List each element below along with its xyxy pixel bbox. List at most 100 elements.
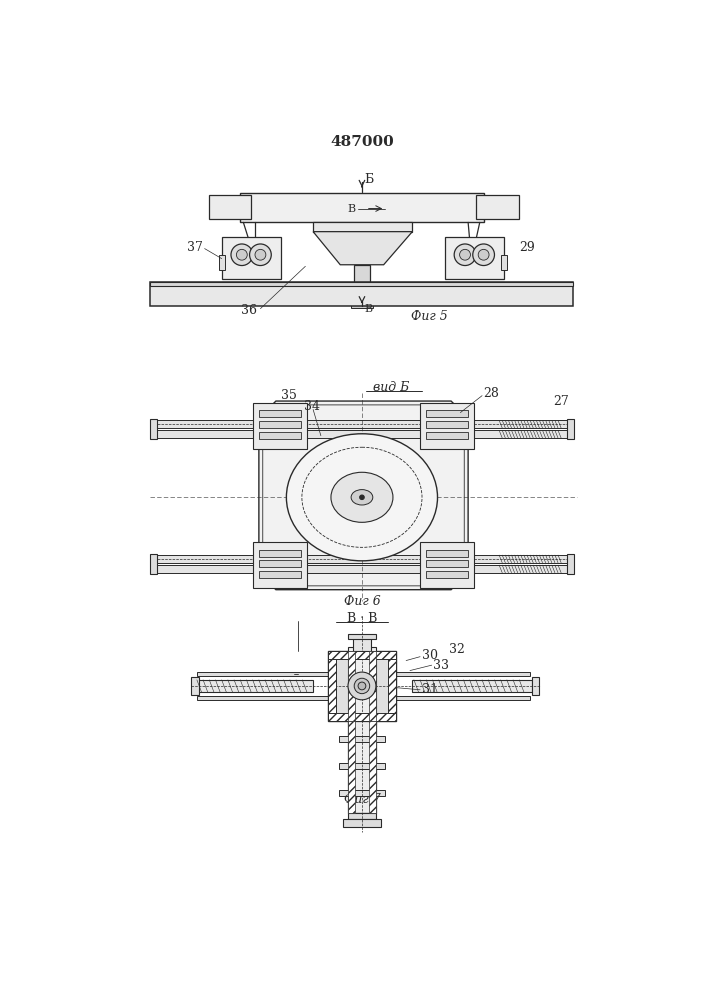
Text: В: В [348,204,356,214]
Bar [328,713,396,721]
Bar [351,303,373,308]
Ellipse shape [286,434,438,561]
Bar [197,672,530,676]
Circle shape [236,249,247,260]
Text: 30: 30 [421,649,438,662]
Bar [240,193,484,222]
Text: 29: 29 [519,241,535,254]
Bar [151,430,574,438]
Bar [412,680,532,692]
Bar [426,410,468,417]
Bar [313,222,412,232]
Bar [151,565,574,573]
Bar [328,651,396,721]
Bar [426,421,468,428]
Bar [501,255,507,270]
Polygon shape [259,401,468,590]
Text: Фиг 6: Фиг 6 [344,595,380,608]
Bar [151,420,574,428]
Text: 28: 28 [484,387,500,400]
Bar [259,410,300,417]
Bar [259,571,300,578]
Circle shape [460,249,470,260]
Bar [354,265,370,288]
Bar [369,651,376,721]
Ellipse shape [331,472,393,522]
Bar [348,813,376,819]
Bar [420,542,474,588]
Bar [339,736,385,742]
Text: 34: 34 [304,400,320,413]
Bar [426,560,468,567]
Text: В: В [364,304,373,314]
Bar [388,659,396,713]
Bar [192,677,199,695]
Bar [259,432,300,439]
Bar [328,659,336,713]
Bar [197,696,530,700]
Circle shape [255,249,266,260]
Bar [426,432,468,439]
Bar [567,554,574,574]
Bar [348,721,355,813]
Bar [357,288,367,303]
Bar [151,282,573,286]
Bar [344,819,380,827]
Circle shape [478,249,489,260]
Bar [193,680,313,692]
Bar [339,763,385,769]
Text: 487000: 487000 [330,135,394,149]
Bar [308,486,317,497]
Text: 31: 31 [421,683,438,696]
Bar [420,403,474,449]
Bar [328,651,396,659]
Bar [218,255,225,270]
Text: Фиг 5: Фиг 5 [411,310,448,323]
Text: Б: Б [364,173,373,186]
Bar [445,237,504,279]
Text: вид Б: вид Б [373,381,409,394]
Text: 36: 36 [241,304,257,317]
Text: Фиг 7: Фиг 7 [344,793,380,806]
Bar [348,634,376,639]
Bar [476,195,518,219]
Ellipse shape [351,490,373,505]
Bar [567,419,574,439]
Bar [151,282,573,306]
Bar [353,637,371,651]
Circle shape [348,672,376,700]
Bar [252,542,307,588]
Bar [339,790,385,796]
Text: 35: 35 [281,389,296,402]
Bar [151,554,158,574]
Text: 27: 27 [554,395,569,408]
Text: 32: 32 [449,643,464,656]
Bar [259,421,300,428]
Circle shape [473,244,494,266]
Circle shape [250,244,271,266]
Text: В · В: В · В [346,612,377,625]
Bar [426,571,468,578]
Bar [348,721,376,813]
Circle shape [354,678,370,694]
Bar [151,419,158,439]
Bar [308,486,329,513]
Polygon shape [313,232,412,265]
Bar [369,721,376,813]
Bar [209,195,251,219]
Circle shape [360,495,364,500]
Bar [151,555,574,563]
Circle shape [454,244,476,266]
Bar [259,560,300,567]
Bar [222,237,281,279]
Bar [426,550,468,557]
Bar [348,647,376,724]
Bar [348,651,355,721]
Text: 33: 33 [433,659,449,672]
Text: 37: 37 [187,241,203,254]
Bar [259,550,300,557]
Bar [252,403,307,449]
Bar [532,677,539,695]
Circle shape [231,244,252,266]
Circle shape [358,682,366,690]
